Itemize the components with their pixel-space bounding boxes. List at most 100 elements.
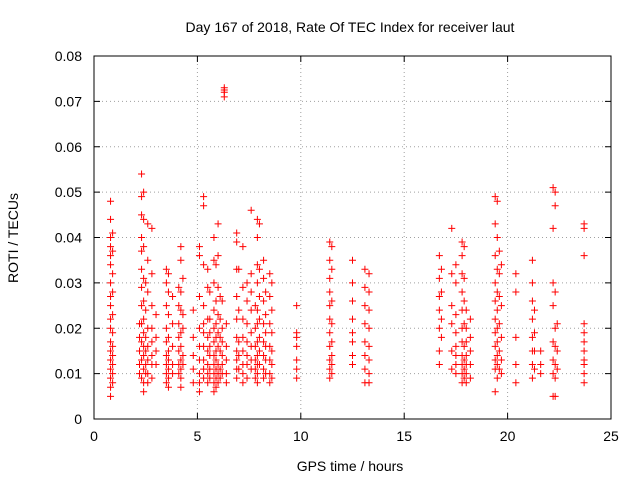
data-point	[169, 370, 177, 378]
data-point	[328, 351, 336, 359]
data-point	[293, 302, 301, 310]
data-point	[148, 302, 156, 310]
data-point	[175, 333, 183, 341]
data-point	[109, 229, 117, 237]
data-point	[200, 342, 208, 350]
data-point	[218, 324, 226, 332]
data-point	[361, 351, 369, 359]
data-point	[328, 243, 336, 251]
y-tick-label: 0.01	[55, 366, 82, 382]
data-point	[326, 302, 334, 310]
data-point	[222, 342, 230, 350]
data-point	[177, 329, 185, 337]
data-point	[361, 365, 369, 373]
data-point	[293, 356, 301, 364]
data-point	[253, 320, 261, 328]
data-point	[189, 306, 197, 314]
data-point	[247, 206, 255, 214]
plot-area-border	[93, 55, 612, 420]
data-point	[293, 365, 301, 373]
data-point	[251, 374, 259, 382]
data-point	[458, 270, 466, 278]
data-point	[497, 302, 505, 310]
data-point	[164, 383, 172, 391]
data-point	[195, 252, 203, 260]
data-point	[177, 342, 185, 350]
data-point	[497, 370, 505, 378]
data-point	[349, 279, 356, 287]
data-point	[580, 252, 588, 260]
y-tick-label: 0.04	[55, 230, 82, 246]
data-point	[435, 292, 443, 300]
data-point	[177, 383, 185, 391]
data-point	[107, 356, 115, 364]
data-point	[175, 283, 183, 291]
y-tick-label: 0.05	[55, 184, 82, 200]
data-point	[497, 261, 505, 269]
data-point	[200, 329, 208, 337]
data-point	[206, 329, 214, 337]
data-point	[214, 342, 222, 350]
data-point	[109, 288, 117, 296]
data-point	[491, 315, 499, 323]
data-point	[491, 252, 499, 260]
data-point	[255, 347, 263, 355]
data-point	[107, 215, 115, 223]
data-point	[268, 306, 276, 314]
data-point	[262, 288, 270, 296]
data-point	[528, 279, 536, 287]
data-point	[135, 361, 143, 369]
data-point	[268, 329, 276, 337]
data-point	[365, 379, 373, 387]
data-point	[493, 265, 501, 273]
data-point	[328, 320, 336, 328]
data-point	[195, 388, 203, 396]
data-point	[491, 220, 499, 228]
data-point	[204, 361, 212, 369]
data-point	[140, 274, 148, 282]
data-point	[448, 224, 456, 232]
data-point	[435, 324, 443, 332]
data-point	[162, 351, 170, 359]
data-point	[214, 220, 222, 228]
data-point	[530, 329, 538, 337]
data-point	[214, 329, 222, 337]
data-point	[462, 370, 470, 378]
data-point	[210, 351, 218, 359]
data-point	[466, 347, 474, 355]
data-point	[148, 338, 156, 346]
data-point	[255, 292, 263, 300]
data-point	[512, 288, 520, 296]
data-point	[169, 320, 177, 328]
data-point	[109, 342, 117, 350]
data-point	[255, 333, 263, 341]
data-point	[462, 324, 470, 332]
data-point	[107, 292, 115, 300]
data-point	[551, 202, 559, 210]
data-point	[142, 279, 150, 287]
data-point	[551, 188, 559, 196]
data-point	[328, 338, 336, 346]
x-tick-label: 20	[500, 428, 516, 444]
data-point	[206, 288, 214, 296]
data-point	[493, 234, 501, 241]
data-point	[138, 283, 146, 291]
data-point	[107, 302, 115, 310]
data-point	[206, 342, 214, 350]
data-point	[495, 347, 503, 355]
data-point	[152, 347, 160, 355]
data-point	[493, 374, 501, 382]
data-point	[204, 333, 212, 341]
data-point	[493, 338, 501, 346]
data-point	[189, 333, 197, 341]
data-point	[580, 224, 588, 232]
data-point	[140, 315, 148, 323]
data-point	[260, 338, 268, 346]
data-point	[462, 379, 470, 387]
data-point	[204, 347, 212, 355]
data-point	[212, 297, 220, 305]
data-point	[210, 324, 218, 332]
data-point	[152, 311, 160, 319]
data-point	[162, 302, 170, 310]
